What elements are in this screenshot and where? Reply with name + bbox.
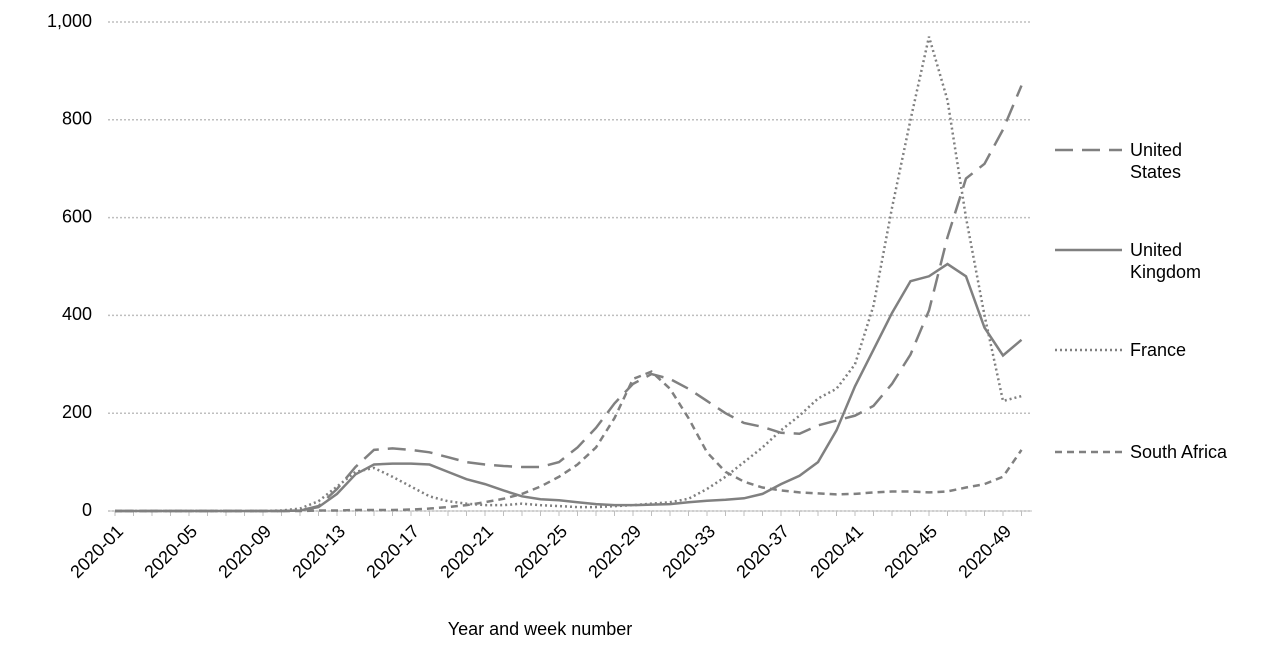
x-tick-label: 2020-49 (954, 521, 1015, 582)
y-tick-label: 400 (62, 304, 92, 324)
x-tick-label: 2020-41 (806, 521, 867, 582)
x-tick-label: 2020-01 (66, 521, 127, 582)
x-tick-label: 2020-33 (658, 521, 719, 582)
series-line (115, 85, 1023, 513)
x-tick-label: 2020-25 (510, 521, 571, 582)
x-tick-label: 2020-09 (214, 521, 275, 582)
x-tick-label: 2020-29 (584, 521, 645, 582)
series-line (115, 262, 1023, 513)
x-tick-label: 2020-17 (362, 521, 423, 582)
legend-label: South Africa (1130, 442, 1228, 462)
x-tick-label: 2020-05 (140, 521, 201, 582)
x-tick-label: 2020-37 (732, 521, 793, 582)
legend-label: United States (1130, 140, 1183, 182)
y-tick-label: 600 (62, 206, 92, 226)
legend-label: United Kingdom (1130, 240, 1202, 282)
series-line (115, 370, 1023, 513)
x-tick-label: 2020-13 (288, 521, 349, 582)
legend-label: France (1130, 340, 1187, 360)
series-line (115, 36, 1022, 513)
x-axis-title: Year and week number (448, 619, 632, 639)
x-tick-label: 2020-45 (880, 521, 941, 582)
y-tick-label: 1,000 (47, 11, 92, 31)
y-tick-label: 0 (82, 500, 92, 520)
y-tick-label: 200 (62, 402, 92, 422)
x-tick-label: 2020-21 (436, 521, 497, 582)
y-tick-label: 800 (62, 109, 92, 129)
